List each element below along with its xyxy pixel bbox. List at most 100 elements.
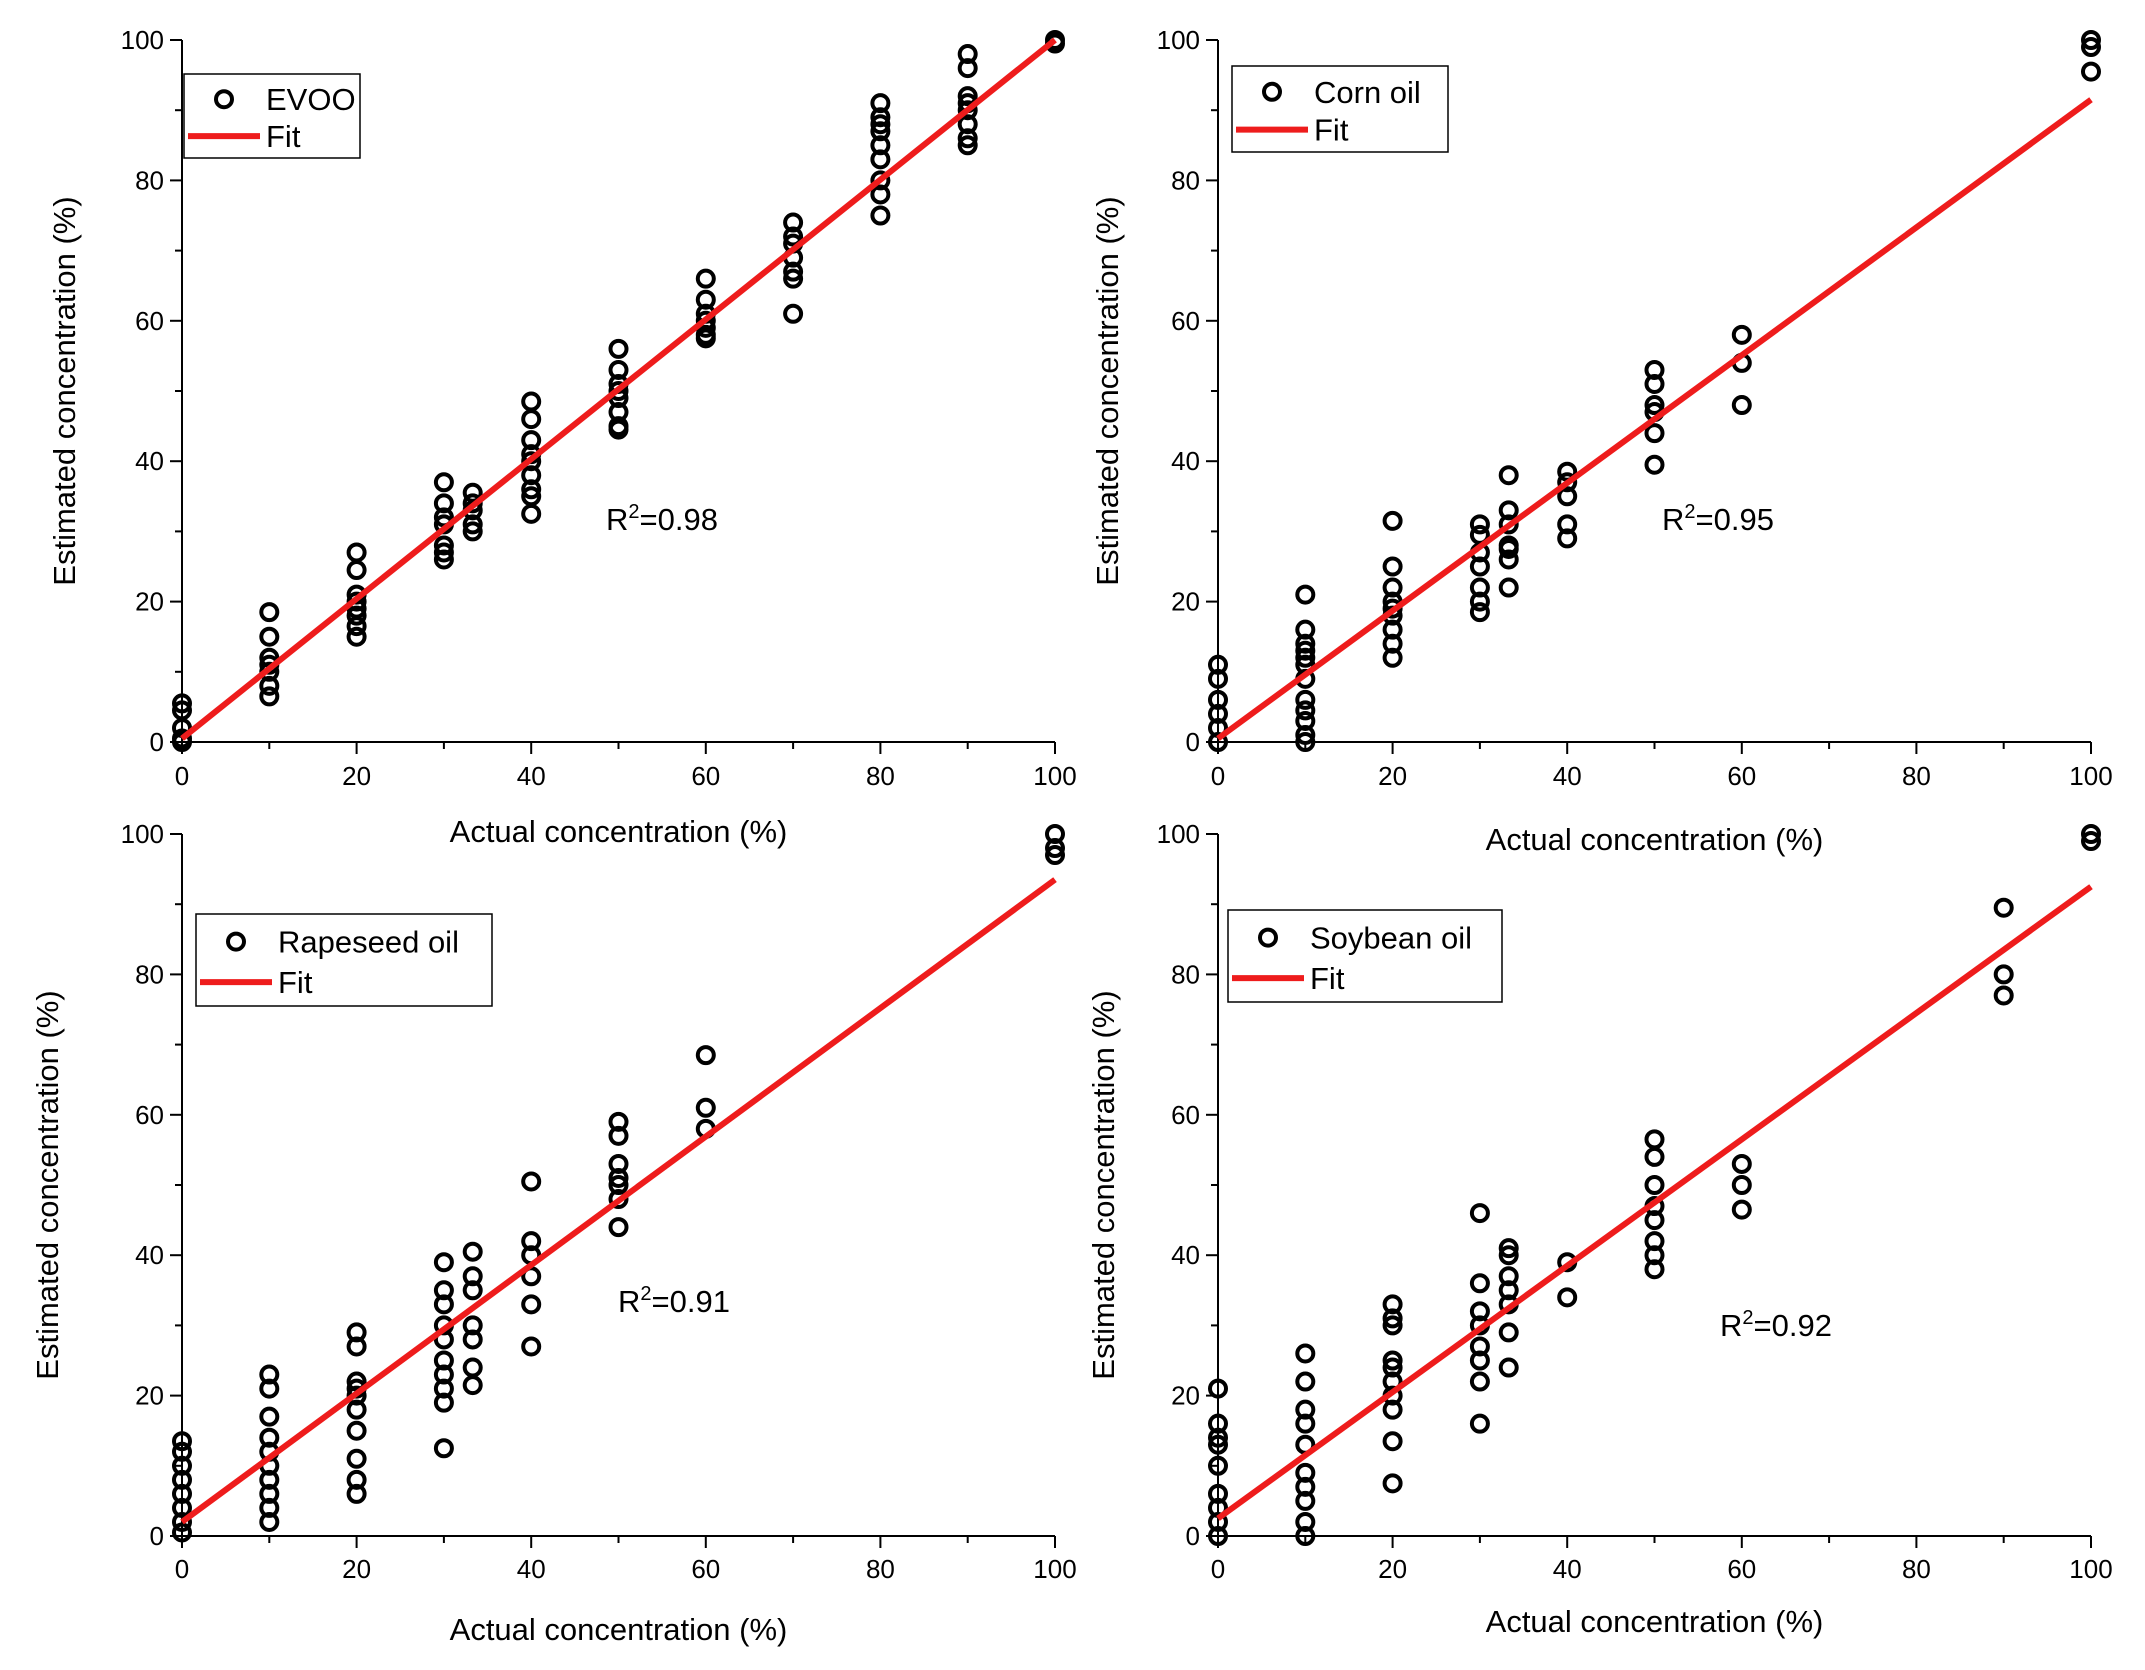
data-point	[1993, 964, 2014, 985]
data-point	[957, 58, 978, 79]
data-point	[259, 626, 280, 647]
data-point	[259, 602, 280, 623]
data-point	[259, 1511, 280, 1532]
data-point	[1208, 1378, 1228, 1399]
x-tick-label: 0	[1211, 761, 1225, 791]
legend-marker-circle	[1258, 927, 1278, 948]
data-point	[1208, 1434, 1228, 1455]
data-point	[1382, 1308, 1403, 1329]
x-tick-label: 100	[1033, 1554, 1076, 1584]
x-tick-label: 60	[691, 1554, 720, 1584]
y-tick-label: 20	[135, 587, 164, 617]
data-point	[1469, 1350, 1490, 1371]
y-tick-label: 0	[150, 1521, 164, 1551]
data-point	[172, 1511, 192, 1532]
x-tick-label: 60	[1727, 761, 1756, 791]
data-point	[1295, 1371, 1316, 1392]
data-point	[1644, 423, 1665, 444]
x-tick-label: 20	[1378, 761, 1407, 791]
data-point	[521, 1336, 542, 1357]
data-point	[346, 1483, 367, 1504]
y-tick-label: 20	[135, 1381, 164, 1411]
x-tick-label: 20	[1378, 1554, 1407, 1584]
x-tick-label: 80	[866, 761, 895, 791]
legend-label: EVOO	[266, 82, 356, 117]
data-point	[1469, 1273, 1490, 1294]
data-point	[521, 1294, 542, 1315]
data-point	[259, 686, 280, 707]
data-point	[172, 1522, 192, 1543]
y-tick-label: 80	[135, 959, 164, 989]
data-point	[2081, 831, 2101, 852]
data-point	[1644, 1259, 1665, 1280]
data-point	[433, 1392, 454, 1413]
x-tick-label: 60	[691, 761, 720, 791]
x-axis-title: Actual concentration (%)	[1486, 1604, 1824, 1639]
data-point	[433, 1252, 454, 1273]
data-point	[1382, 556, 1403, 577]
data-point	[1469, 591, 1490, 612]
x-axis-title: Actual concentration (%)	[450, 1612, 788, 1647]
data-point	[1382, 598, 1403, 619]
data-point	[462, 1280, 483, 1301]
legend-label: Corn oil	[1314, 75, 1421, 110]
data-point	[608, 1189, 629, 1210]
data-point	[1382, 1473, 1403, 1494]
data-point	[1644, 454, 1665, 475]
data-point	[1382, 1399, 1403, 1420]
r2-annotation: R2=0.92	[1720, 1307, 1832, 1343]
data-point	[1295, 647, 1316, 668]
data-point	[783, 303, 804, 324]
data-point	[259, 1406, 280, 1427]
legend-box	[1231, 65, 1449, 153]
y-tick-label: 0	[1186, 727, 1200, 757]
data-point	[2081, 61, 2101, 82]
data-point	[1644, 1210, 1665, 1231]
y-tick-label: 60	[1171, 306, 1200, 336]
data-point	[1498, 1245, 1519, 1266]
data-point	[1498, 514, 1519, 535]
data-point	[346, 542, 367, 563]
x-tick-label: 80	[1902, 761, 1931, 791]
fit-line	[1216, 884, 2093, 1521]
data-point	[1731, 324, 1752, 345]
data-point	[433, 549, 454, 570]
data-point	[1557, 1287, 1578, 1308]
panel-soybean-oil: 0 20 40 60 80 100 0 20 40 60 80 100 Actual concentra…	[1086, 819, 2113, 1639]
y-tick-label: 20	[1171, 1381, 1200, 1411]
data-point	[1382, 647, 1403, 668]
legend-label: Fit	[278, 965, 313, 1000]
data-point	[1382, 1315, 1403, 1336]
legend-box	[195, 913, 493, 1007]
data-point	[1295, 689, 1316, 710]
data-point	[433, 542, 454, 563]
data-point	[521, 1171, 542, 1192]
y-tick-label: 80	[1171, 165, 1200, 195]
data-point	[1469, 1371, 1490, 1392]
panel-corn-oil: 0 20 40 60 80 100 0 20 40 60 80 100 Actual concentra…	[1090, 25, 2113, 857]
legend-marker-circle	[1262, 81, 1282, 102]
fit-line	[180, 37, 1057, 741]
data-point	[783, 226, 804, 247]
data-point	[462, 521, 483, 542]
legend-box	[1227, 909, 1503, 1003]
y-tick-label: 100	[1157, 25, 1200, 55]
data-point	[462, 1375, 483, 1396]
x-tick-label: 20	[342, 1554, 371, 1584]
x-tick-label: 40	[1553, 1554, 1582, 1584]
legend-marker-circle	[214, 89, 234, 110]
data-point	[608, 1167, 629, 1188]
y-tick-label: 40	[1171, 1240, 1200, 1270]
x-tick-label: 0	[175, 1554, 189, 1584]
data-point	[346, 1399, 367, 1420]
data-point	[1731, 1175, 1752, 1195]
x-tick-label: 100	[2069, 761, 2112, 791]
data-point	[1498, 1322, 1519, 1343]
data-point	[957, 128, 978, 149]
data-point	[1208, 1526, 1228, 1546]
data-point	[2081, 37, 2101, 58]
data-point	[1295, 732, 1316, 752]
data-point	[608, 381, 629, 401]
data-point	[1498, 1238, 1519, 1259]
legend-label: Fit	[266, 119, 301, 154]
